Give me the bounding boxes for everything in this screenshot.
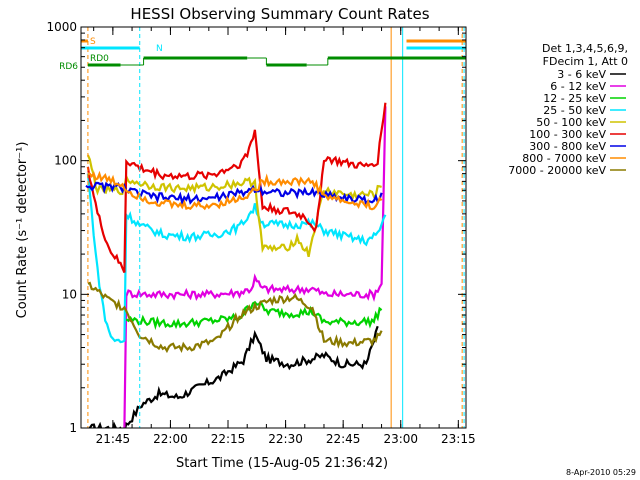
x-tick-label: 23:00 (383, 432, 418, 446)
series-line (87, 170, 383, 211)
footer-date: 8-Apr-2010 05:29 (566, 468, 636, 477)
y-tick-label: 10 (62, 287, 77, 301)
y-tick-label: 1000 (46, 20, 77, 34)
y-tick-label: 1 (69, 421, 77, 435)
legend-entry-label: 100 - 300 keV (529, 128, 606, 141)
series-line (87, 281, 383, 354)
flag-label: RD0 (90, 54, 109, 64)
series-line (85, 181, 383, 207)
legend-entry-label: 7000 - 20000 keV (508, 164, 606, 177)
x-tick-label: 22:30 (268, 432, 303, 446)
legend-header-line: FDecim 1, Att 0 (543, 55, 628, 68)
flag-label: RD6 (59, 62, 78, 72)
legend-entry-label: 25 - 50 keV (543, 104, 606, 117)
legend: Det 1,3,4,5,6,9,FDecim 1, Att 03 - 6 keV… (508, 42, 628, 177)
series-line (86, 173, 387, 344)
flag-label: S (90, 37, 96, 47)
flag-label: N (156, 44, 163, 54)
x-tick-label: 21:45 (96, 432, 131, 446)
series-line (86, 154, 382, 258)
legend-entry-label: 6 - 12 keV (550, 80, 606, 93)
y-tick-label: 100 (54, 154, 77, 168)
y-axis-label: Count Rate (s⁻¹ detector⁻¹) (15, 142, 30, 319)
series-line (125, 300, 383, 331)
legend-entry-label: 50 - 100 keV (536, 116, 606, 129)
x-tick-label: 22:45 (326, 432, 361, 446)
legend-header-line: Det 1,3,4,5,6,9, (542, 42, 628, 55)
chart-title: HESSI Observing Summary Count Rates (130, 5, 429, 23)
legend-entry-label: 800 - 7000 keV (522, 152, 606, 165)
series-line (123, 106, 387, 428)
plot-frame (80, 26, 467, 429)
legend-entry-label: 12 - 25 keV (543, 92, 606, 105)
x-tick-label: 23:15 (441, 432, 476, 446)
x-axis-label: Start Time (15-Aug-05 21:36:42) (176, 456, 388, 471)
series-line (86, 102, 387, 273)
legend-entry-label: 3 - 6 keV (557, 68, 606, 81)
x-tick-label: 22:00 (153, 432, 188, 446)
legend-entry-label: 300 - 800 keV (529, 140, 606, 153)
x-tick-label: 22:15 (211, 432, 246, 446)
